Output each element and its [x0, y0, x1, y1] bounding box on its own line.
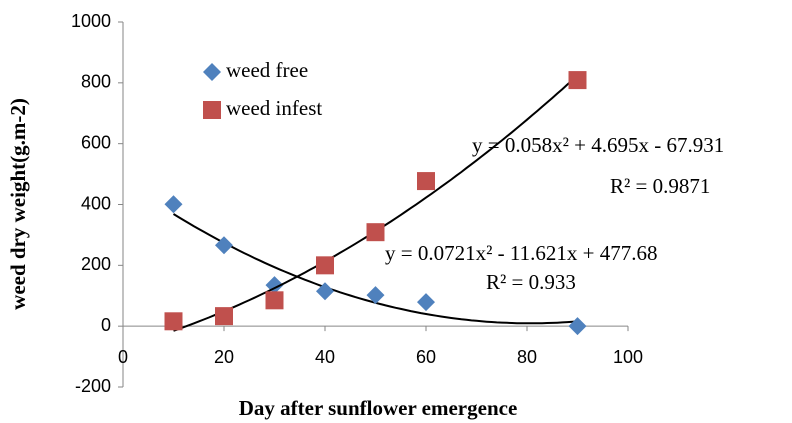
- point: [316, 256, 334, 275]
- trend-r2: R² = 0.9871: [610, 174, 710, 198]
- point: [164, 195, 183, 214]
- point: [164, 312, 183, 331]
- point: [568, 71, 587, 90]
- x-tick-label: 40: [315, 347, 335, 367]
- point: [417, 172, 435, 191]
- point: [316, 282, 334, 301]
- x-axis-title: Day after sunflower emergence: [239, 396, 518, 420]
- y-tick-label: 400: [81, 193, 111, 213]
- point: [366, 223, 385, 242]
- x-tick-label: 60: [416, 347, 436, 367]
- x-tick-label: 80: [517, 347, 537, 367]
- legend-marker: [203, 101, 221, 119]
- y-tick-label: 600: [81, 132, 111, 152]
- y-tick-label: -200: [75, 376, 111, 396]
- y-tick-label: 1000: [71, 11, 111, 31]
- legend-label: weed infest: [226, 96, 322, 120]
- point: [417, 293, 435, 312]
- point: [215, 307, 233, 326]
- x-tick-label: 20: [214, 347, 234, 367]
- trend-r2: R² = 0.933: [486, 270, 576, 294]
- y-axis-title: weed dry weight(g.m-2): [6, 98, 30, 310]
- legend-marker: [203, 63, 221, 81]
- legend-label: weed free: [226, 58, 308, 82]
- y-tick-label: 0: [101, 315, 111, 335]
- x-tick-label: 0: [118, 347, 128, 367]
- point: [568, 317, 587, 336]
- point: [215, 236, 233, 255]
- trend-equation: y = 0.0721x² - 11.621x + 477.68: [385, 241, 657, 265]
- y-tick-label: 800: [81, 72, 111, 92]
- x-tick-label: 100: [613, 347, 643, 367]
- point: [366, 286, 385, 305]
- y-tick-label: 200: [81, 254, 111, 274]
- point: [265, 291, 284, 310]
- trend-equation: y = 0.058x² + 4.695x - 67.931: [472, 133, 724, 157]
